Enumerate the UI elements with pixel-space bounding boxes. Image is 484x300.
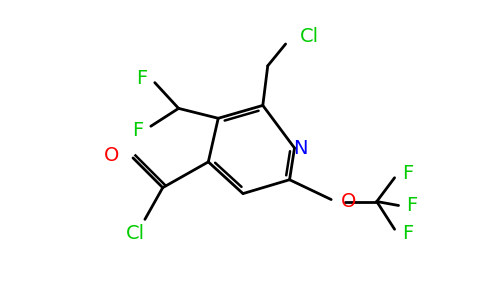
Text: F: F: [403, 224, 414, 243]
Text: N: N: [293, 139, 308, 158]
Text: F: F: [403, 164, 414, 183]
Text: F: F: [132, 121, 143, 140]
Text: Cl: Cl: [300, 27, 318, 46]
Text: Cl: Cl: [125, 224, 145, 243]
Text: O: O: [341, 192, 356, 211]
Text: F: F: [407, 196, 418, 215]
Text: F: F: [136, 69, 147, 88]
Text: O: O: [104, 146, 119, 165]
